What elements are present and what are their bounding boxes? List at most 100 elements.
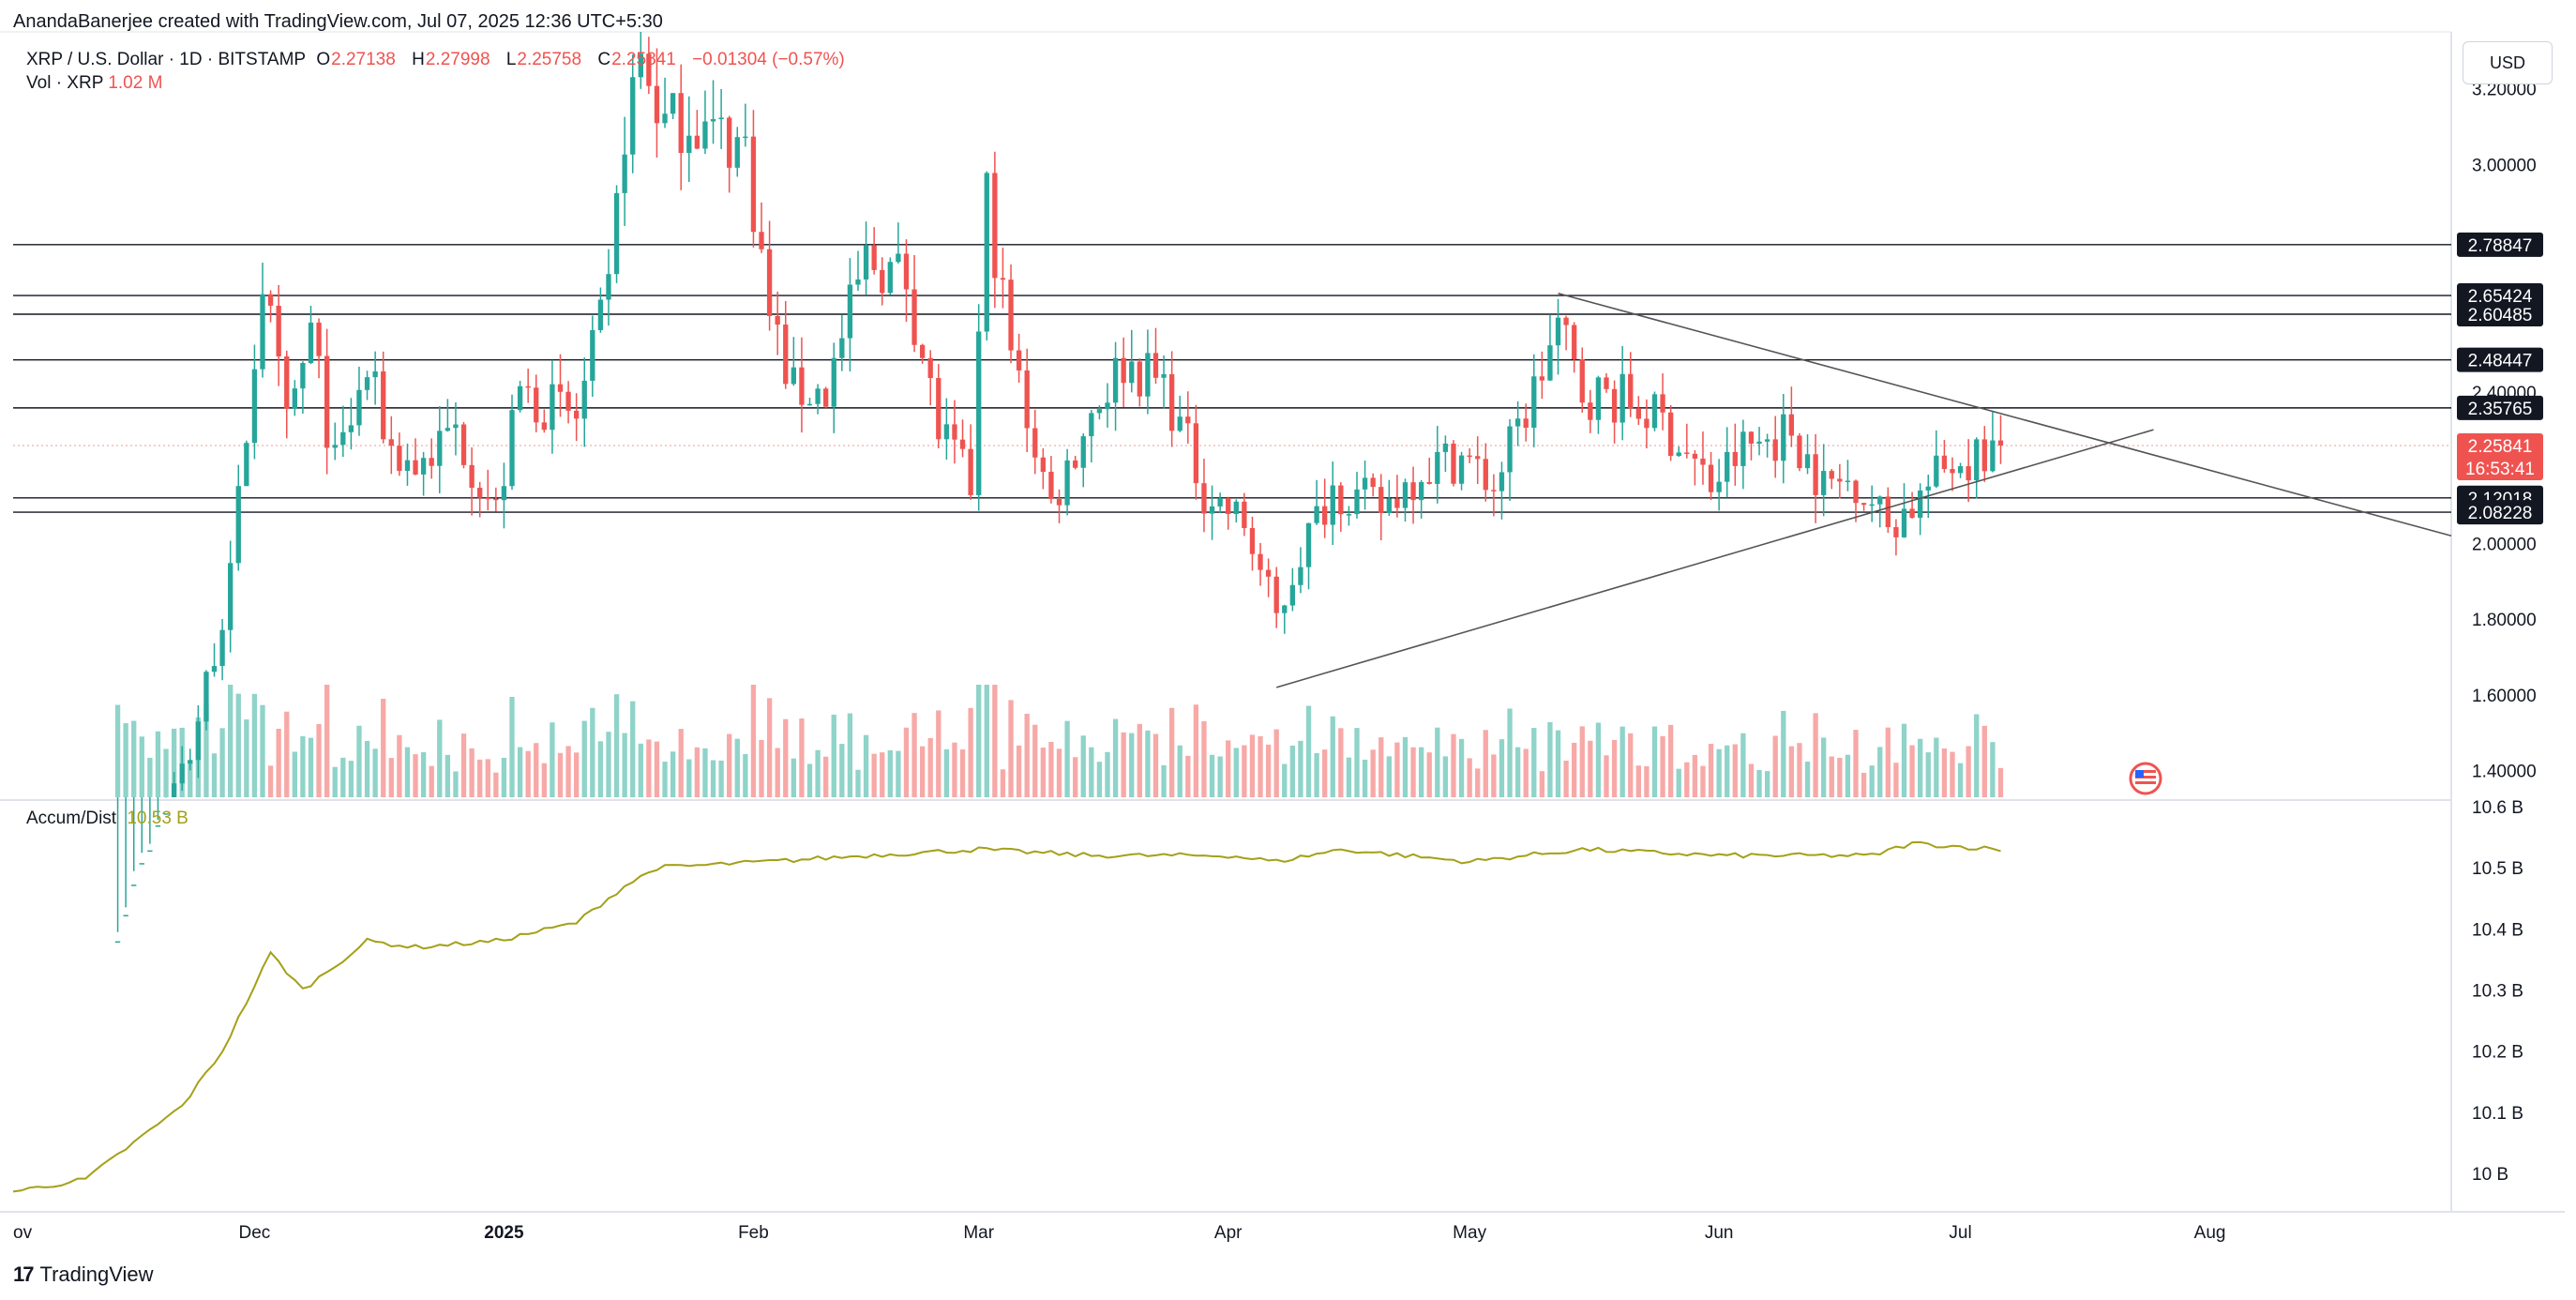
candle[interactable] bbox=[1314, 479, 1319, 525]
candle[interactable] bbox=[195, 704, 202, 778]
candle[interactable] bbox=[799, 337, 805, 433]
candle[interactable] bbox=[1193, 404, 1199, 500]
candle[interactable] bbox=[292, 380, 297, 416]
candle[interactable] bbox=[871, 227, 877, 275]
candle[interactable] bbox=[1289, 567, 1296, 612]
candle[interactable] bbox=[670, 93, 676, 120]
candle[interactable] bbox=[348, 398, 354, 450]
candle[interactable] bbox=[550, 359, 555, 454]
candle[interactable] bbox=[750, 110, 757, 248]
candle[interactable] bbox=[316, 318, 322, 379]
accum-legend[interactable]: Accum/Dist 10.53 B bbox=[26, 809, 188, 829]
candle[interactable] bbox=[1201, 459, 1207, 533]
candle[interactable] bbox=[1619, 345, 1625, 441]
candle[interactable] bbox=[831, 342, 836, 433]
candle[interactable] bbox=[1700, 431, 1706, 485]
candle[interactable] bbox=[1442, 435, 1449, 473]
symbol-name[interactable]: XRP / U.S. Dollar · 1D · BITSTAMP bbox=[26, 50, 307, 69]
candle[interactable] bbox=[308, 305, 314, 365]
candle[interactable] bbox=[1265, 558, 1272, 597]
candle[interactable] bbox=[1096, 405, 1103, 420]
candle[interactable] bbox=[896, 222, 901, 264]
candle[interactable] bbox=[1418, 479, 1424, 519]
candle[interactable] bbox=[1595, 375, 1602, 434]
candle[interactable] bbox=[613, 185, 620, 283]
candle[interactable] bbox=[606, 249, 611, 326]
candle[interactable] bbox=[1016, 333, 1022, 384]
candle[interactable] bbox=[404, 444, 411, 486]
candle[interactable] bbox=[1152, 327, 1159, 385]
trendline[interactable] bbox=[1275, 429, 2154, 688]
candle[interactable] bbox=[276, 284, 281, 386]
candle[interactable] bbox=[493, 487, 499, 512]
candle[interactable] bbox=[1354, 471, 1360, 519]
candle[interactable] bbox=[1860, 502, 1867, 511]
candle[interactable] bbox=[1555, 298, 1561, 375]
candle[interactable] bbox=[630, 54, 636, 174]
candle[interactable] bbox=[686, 96, 692, 183]
candle[interactable] bbox=[734, 127, 740, 177]
candle[interactable] bbox=[1370, 473, 1376, 497]
candle[interactable] bbox=[163, 797, 169, 815]
candle[interactable] bbox=[1073, 455, 1078, 470]
candle[interactable] bbox=[1514, 401, 1521, 446]
candle[interactable] bbox=[525, 369, 531, 403]
candle[interactable] bbox=[1402, 478, 1409, 522]
candle[interactable] bbox=[1056, 489, 1062, 523]
candle[interactable] bbox=[1330, 461, 1335, 545]
candle[interactable] bbox=[1990, 412, 1996, 473]
candle[interactable] bbox=[1177, 395, 1183, 432]
candle[interactable] bbox=[1048, 456, 1054, 504]
candle[interactable] bbox=[139, 797, 144, 865]
candle[interactable] bbox=[880, 257, 885, 306]
candle[interactable] bbox=[1981, 426, 1987, 482]
candle[interactable] bbox=[557, 354, 564, 417]
candle[interactable] bbox=[1829, 469, 1834, 490]
candle[interactable] bbox=[1651, 391, 1658, 431]
candle[interactable] bbox=[397, 432, 402, 476]
candle[interactable] bbox=[646, 37, 652, 95]
candle[interactable] bbox=[1772, 416, 1778, 478]
candle[interactable] bbox=[477, 481, 483, 518]
candle[interactable] bbox=[211, 642, 218, 677]
candle[interactable] bbox=[919, 343, 926, 364]
candle[interactable] bbox=[114, 797, 121, 944]
candle[interactable] bbox=[131, 797, 137, 886]
candle[interactable] bbox=[710, 80, 716, 144]
trendline[interactable] bbox=[1558, 292, 2452, 537]
candle[interactable] bbox=[332, 422, 338, 461]
candle[interactable] bbox=[1804, 434, 1811, 475]
candle[interactable] bbox=[1386, 479, 1392, 517]
candle[interactable] bbox=[1716, 459, 1722, 511]
candle[interactable] bbox=[1507, 418, 1513, 502]
candle[interactable] bbox=[1692, 449, 1698, 486]
candle[interactable] bbox=[1725, 427, 1730, 498]
candle[interactable] bbox=[815, 384, 821, 415]
candle[interactable] bbox=[1797, 432, 1802, 472]
candle[interactable] bbox=[911, 254, 917, 353]
candle[interactable] bbox=[1226, 496, 1231, 530]
candle[interactable] bbox=[1249, 516, 1256, 571]
candle[interactable] bbox=[1322, 478, 1328, 538]
candle[interactable] bbox=[437, 406, 443, 493]
candle[interactable] bbox=[1869, 485, 1875, 522]
candle[interactable] bbox=[863, 221, 869, 295]
candle[interactable] bbox=[823, 386, 829, 409]
candle[interactable] bbox=[1950, 457, 1955, 491]
candle[interactable] bbox=[453, 401, 459, 456]
candle[interactable] bbox=[324, 328, 330, 475]
candle[interactable] bbox=[1740, 419, 1746, 490]
candle[interactable] bbox=[1362, 460, 1368, 510]
candle[interactable] bbox=[1684, 423, 1690, 459]
candle[interactable] bbox=[1909, 491, 1915, 519]
candle[interactable] bbox=[1628, 352, 1634, 417]
candle[interactable] bbox=[638, 32, 643, 89]
candle[interactable] bbox=[1346, 506, 1352, 526]
candle[interactable] bbox=[219, 619, 225, 681]
candle[interactable] bbox=[1877, 495, 1883, 528]
candle[interactable] bbox=[1105, 383, 1110, 428]
candle[interactable] bbox=[1394, 475, 1400, 518]
candle[interactable] bbox=[727, 115, 732, 193]
candle[interactable] bbox=[1821, 444, 1827, 517]
candle[interactable] bbox=[1901, 483, 1907, 538]
